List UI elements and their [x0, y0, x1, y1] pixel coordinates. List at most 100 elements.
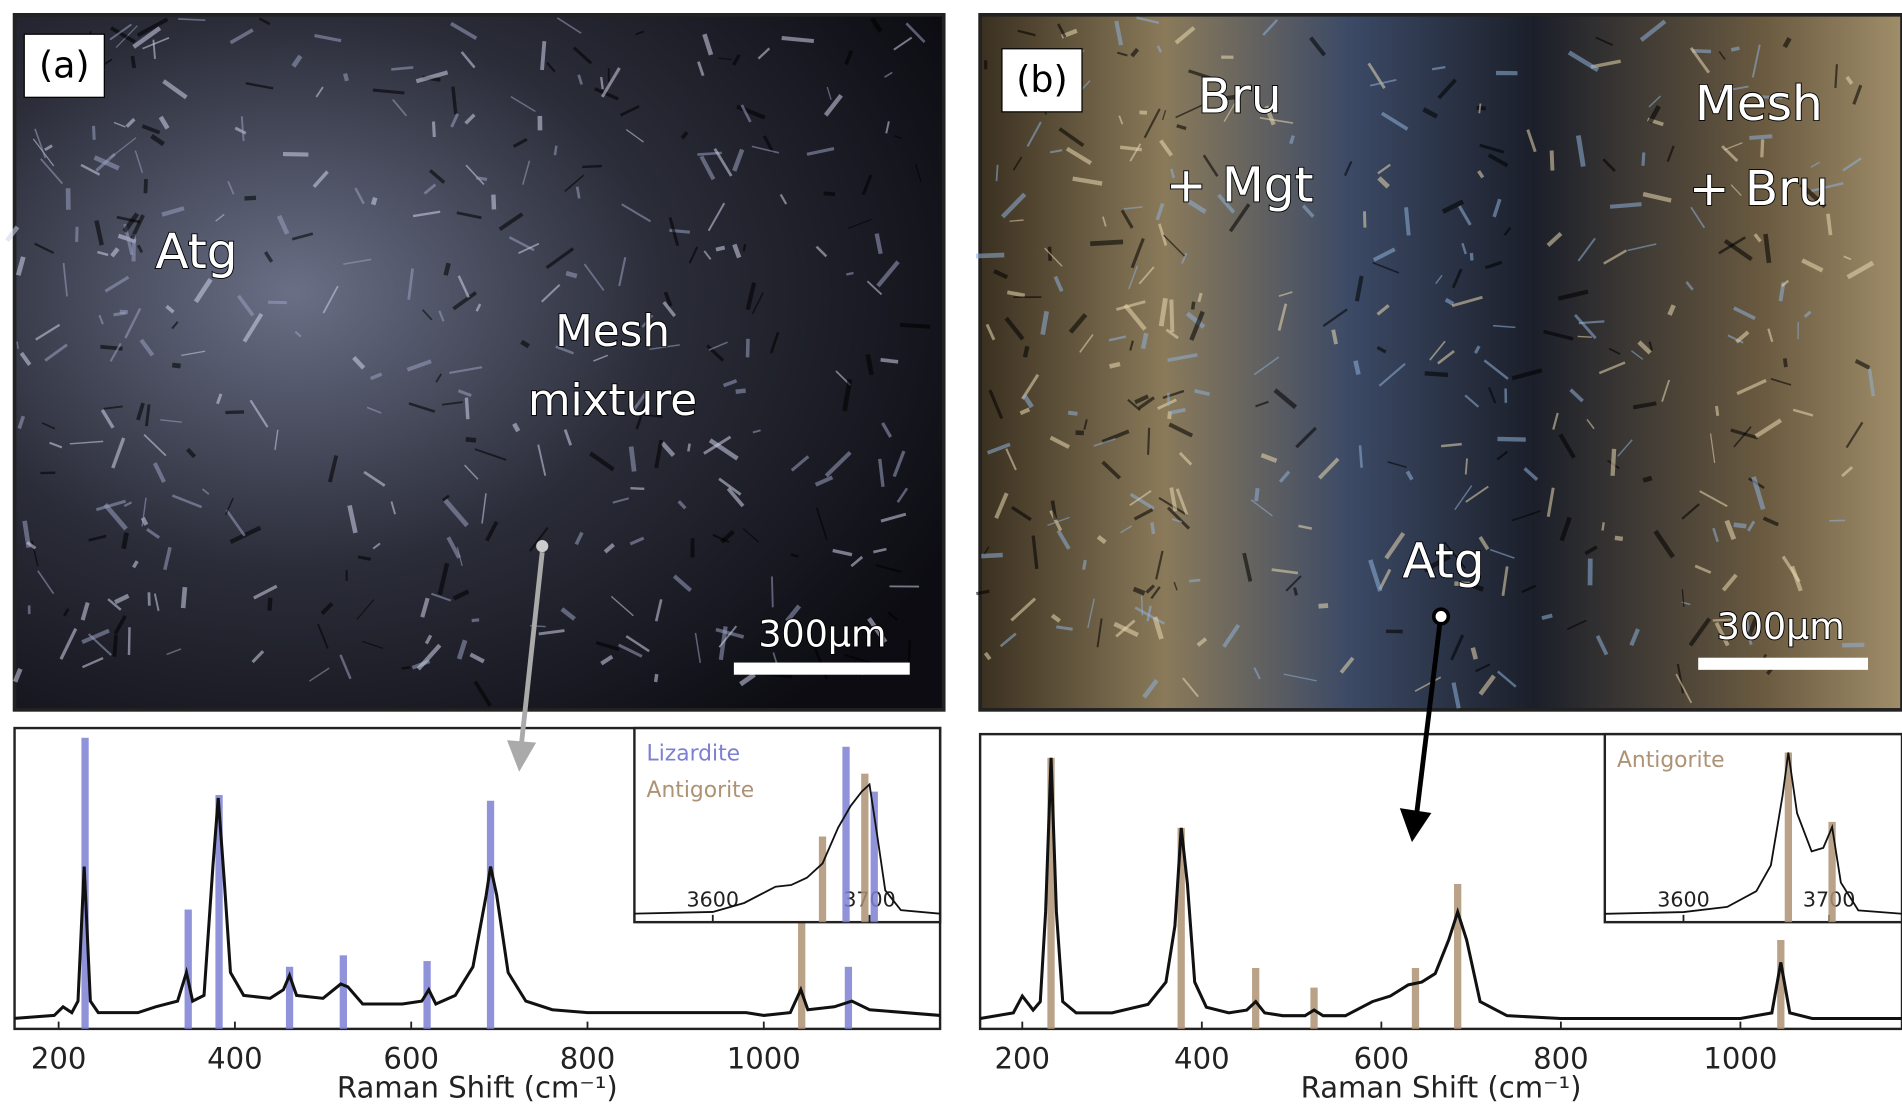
texture-stroke: [1148, 428, 1149, 455]
texture-stroke: [94, 126, 95, 140]
texture-stroke: [1762, 139, 1763, 157]
x-tick-label: 3700: [843, 887, 895, 911]
reference-peak: [819, 837, 826, 923]
x-tick-label: 3600: [1657, 887, 1709, 911]
image-annotation: Mesh: [1695, 76, 1823, 132]
texture-stroke: [1473, 648, 1476, 660]
x-axis-label: Raman Shift (cm⁻¹): [1301, 1071, 1582, 1105]
x-tick-label: 400: [207, 1041, 263, 1075]
scale-bar: [1698, 658, 1868, 670]
texture-stroke: [1193, 302, 1194, 310]
texture-stroke: [129, 627, 130, 655]
texture-stroke: [269, 598, 270, 611]
texture-stroke: [1578, 336, 1592, 337]
texture-stroke: [132, 56, 134, 68]
scale-bar: [734, 663, 910, 675]
texture-stroke: [345, 74, 347, 81]
texture-stroke: [1610, 204, 1641, 207]
texture-stroke: [1842, 645, 1864, 646]
texture-stroke: [1497, 439, 1525, 440]
texture-stroke: [1025, 346, 1027, 357]
image-annotation: + Mgt: [1166, 157, 1314, 213]
texture-stroke: [1425, 373, 1448, 375]
texture-stroke: [1319, 605, 1329, 606]
charts: 2004006008001000Raman Shift (cm⁻¹)360037…: [15, 728, 1902, 1104]
figure: (a) Atg Mesh mixture 300µm (b) Bru + Mgt…: [0, 0, 1902, 1108]
texture-stroke: [1110, 364, 1120, 366]
texture-stroke: [472, 620, 479, 621]
texture-stroke: [716, 248, 725, 250]
x-axis-label: Raman Shift (cm⁻¹): [337, 1071, 618, 1105]
image-annotation: mixture: [528, 375, 697, 426]
texture-stroke: [466, 398, 467, 420]
image-annotation: Atg: [1402, 533, 1484, 589]
texture-stroke: [1734, 525, 1747, 526]
texture-stroke: [542, 41, 544, 70]
texture-stroke: [1143, 333, 1146, 349]
texture-stroke: [1731, 48, 1739, 50]
reference-peak: [185, 910, 192, 1029]
texture-stroke: [1256, 488, 1257, 501]
scale-bar-label: 300µm: [1717, 605, 1845, 648]
reference-peak: [1252, 968, 1259, 1029]
x-tick-label: 1000: [1703, 1041, 1777, 1075]
texture-stroke: [1406, 207, 1409, 235]
x-tick-label: 200: [31, 1041, 87, 1075]
image-annotation: Mesh: [555, 306, 670, 357]
texture-stroke: [1643, 152, 1644, 165]
texture-stroke: [1189, 580, 1200, 581]
texture-stroke: [1152, 522, 1153, 533]
texture-stroke: [1643, 478, 1652, 480]
reference-peak: [845, 967, 852, 1029]
texture-stroke: [656, 674, 657, 682]
reference-peak: [1310, 988, 1317, 1029]
texture-stroke: [433, 122, 434, 137]
texture-stroke: [373, 198, 375, 205]
texture-stroke: [744, 244, 745, 251]
texture-stroke: [630, 488, 644, 489]
texture-stroke: [1552, 151, 1553, 171]
texture-stroke: [1466, 458, 1467, 474]
x-tick-label: 1000: [727, 1041, 801, 1075]
x-tick-label: 400: [1174, 1041, 1230, 1075]
image-annotation: Bru: [1198, 69, 1282, 125]
texture-stroke: [881, 360, 899, 362]
texture-stroke: [245, 198, 256, 199]
texture-stroke: [824, 193, 835, 194]
texture-stroke: [909, 640, 910, 663]
texture-stroke: [1142, 596, 1143, 616]
reference-peak: [798, 915, 805, 1029]
panel-label: (a): [39, 43, 90, 86]
texture-stroke: [114, 635, 116, 657]
texture-stroke: [1355, 361, 1358, 375]
texture-stroke: [1084, 560, 1086, 570]
x-tick-label: 3600: [687, 887, 739, 911]
texture-stroke: [1295, 588, 1297, 596]
image-annotation: Atg: [155, 224, 237, 280]
reference-peak: [487, 801, 494, 1029]
x-tick-label: 200: [995, 1041, 1051, 1075]
texture-stroke: [582, 166, 602, 167]
legend-entry: Antigorite: [1617, 748, 1725, 773]
texture-stroke: [1471, 253, 1472, 261]
texture-stroke: [1615, 538, 1623, 539]
texture-stroke: [172, 365, 180, 366]
image-annotation: + Bru: [1689, 161, 1829, 217]
micrograph-a: [15, 15, 944, 710]
texture-stroke: [1479, 104, 1480, 114]
texture-stroke: [688, 444, 689, 452]
reference-peak: [1412, 968, 1419, 1029]
texture-stroke: [402, 667, 410, 668]
texture-stroke: [476, 178, 487, 180]
texture-stroke: [1785, 358, 1786, 367]
texture-stroke: [17, 342, 18, 349]
texture-stroke: [183, 587, 185, 608]
texture-stroke: [124, 533, 127, 549]
texture-stroke: [1835, 64, 1836, 88]
reference-peak: [861, 774, 868, 922]
texture-stroke: [555, 146, 556, 156]
texture-stroke: [283, 154, 308, 155]
texture-stroke: [145, 179, 146, 193]
texture-stroke: [1749, 136, 1772, 138]
texture-stroke: [997, 165, 998, 181]
